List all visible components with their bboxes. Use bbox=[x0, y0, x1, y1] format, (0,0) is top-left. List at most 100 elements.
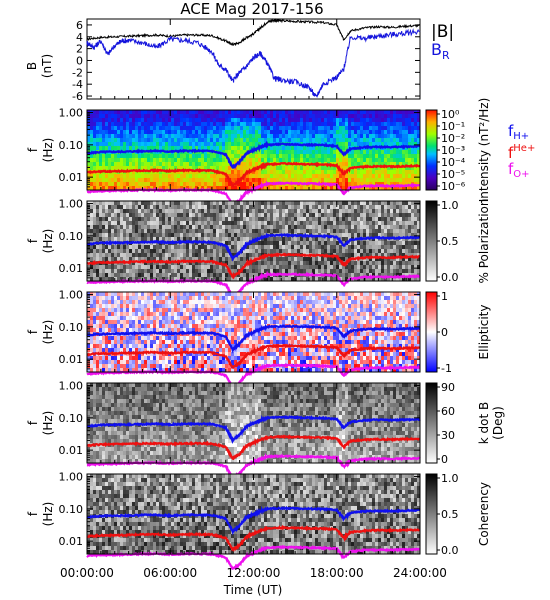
polarization-spectrogram-cells bbox=[87, 201, 421, 282]
colorbar-tick-label: 0 bbox=[441, 453, 448, 466]
legend-fh-main: f bbox=[508, 122, 514, 140]
b-ytick-label: -2 bbox=[72, 66, 83, 79]
k-dot-b-colorbar-unit: (Deg) bbox=[491, 406, 505, 440]
panel-coherency: 1.00 0.10 0.01 f (Hz) 1.0 0.5 0.0 Coherency bbox=[26, 471, 491, 571]
b-ytick-label: 0 bbox=[76, 54, 83, 67]
panel-k-dot-b: 1.00 0.10 0.01 f (Hz) 90 60 30 0 k dot B (Deg) bbox=[26, 380, 505, 480]
ytick-label: 0.01 bbox=[59, 535, 84, 548]
legend-fo: fO+ bbox=[508, 160, 530, 180]
ytick-label: 0.10 bbox=[59, 503, 84, 516]
legend-fo-main: f bbox=[508, 160, 514, 178]
line-f-he bbox=[86, 343, 421, 370]
polarization-colorbar-label: % Polarization bbox=[477, 199, 491, 284]
k-dot-b-yunit: (Hz) bbox=[41, 411, 55, 436]
colorbar-tick-label: 30 bbox=[441, 429, 455, 442]
ytick-label: 0.01 bbox=[59, 171, 84, 184]
ytick-label: 0.10 bbox=[59, 412, 84, 425]
time-axis-label: Time (UT) bbox=[223, 583, 283, 597]
polarization-ylabel: f bbox=[26, 238, 40, 243]
ytick-label: 0.01 bbox=[59, 353, 84, 366]
b-ytick-label: 4 bbox=[76, 31, 83, 44]
intensity-colorbar bbox=[425, 109, 438, 191]
line-f-he bbox=[86, 524, 421, 553]
colorbar-tick-label: 0.5 bbox=[441, 235, 459, 248]
coherency-ylabel: f bbox=[26, 511, 40, 516]
ellipticity-ylabel: f bbox=[26, 329, 40, 334]
legend-fhe: fHe+ bbox=[508, 143, 535, 162]
colorbar-tick-label: 90 bbox=[441, 381, 455, 394]
polarization-yunit: (Hz) bbox=[41, 229, 55, 254]
ellipticity-colorbar bbox=[425, 291, 438, 373]
panel-ellipticity: 1.00 0.10 0.01 f (Hz) 1 0 -1 Ellipticity bbox=[26, 289, 491, 389]
colorbar-tick-label: 0.0 bbox=[441, 271, 459, 284]
line-f-h bbox=[86, 232, 421, 262]
ellipticity-colorbar-label: Ellipticity bbox=[477, 305, 491, 360]
magnetic-field-lines bbox=[86, 18, 421, 98]
intensity-ylabel: f bbox=[26, 147, 40, 152]
line-f-h bbox=[86, 414, 421, 444]
ytick-label: 0.10 bbox=[59, 321, 84, 334]
xtick-label: 12:00:00 bbox=[227, 566, 281, 580]
ellipticity-yunit: (Hz) bbox=[41, 320, 55, 345]
b-ytick-label: -6 bbox=[72, 90, 83, 103]
ytick-label: 1.00 bbox=[59, 107, 84, 120]
legend-fhe-sub: He+ bbox=[513, 143, 535, 154]
legend-br-sub: R bbox=[442, 49, 450, 62]
colorbar-tick-label: 1.0 bbox=[441, 199, 459, 212]
k-dot-b-colorbar bbox=[425, 382, 438, 464]
ytick-label: 0.10 bbox=[59, 139, 84, 152]
line-f-h bbox=[86, 505, 421, 536]
ytick-label: 1.00 bbox=[59, 380, 84, 393]
colorbar-tick-label: 10⁻² bbox=[441, 132, 465, 145]
ytick-label: 0.10 bbox=[59, 230, 84, 243]
b-ytick-label: 6 bbox=[76, 19, 83, 32]
xtick-label: 18:00:00 bbox=[310, 566, 364, 580]
series-abs-b-line bbox=[86, 18, 421, 46]
k-dot-b-ylabel: f bbox=[26, 420, 40, 425]
k-dot-b-colorbar-label: k dot B bbox=[477, 402, 491, 444]
xtick-label: 00:00:00 bbox=[60, 566, 114, 580]
colorbar-tick-label: 1 bbox=[441, 290, 448, 303]
ytick-label: 1.00 bbox=[59, 198, 84, 211]
spectral-panels: 1.000.100.01f (Hz)10⁰10⁻¹10⁻²10⁻³10⁻⁴10⁻⁵… bbox=[26, 98, 505, 571]
intensity-yunit: (Hz) bbox=[41, 138, 55, 163]
coherency-colorbar bbox=[425, 473, 438, 555]
polarization-colorbar bbox=[425, 200, 438, 282]
ytick-label: 1.00 bbox=[59, 471, 84, 484]
panel-intensity: 1.00 0.10 0.01 f (Hz) 10⁰10⁻¹10⁻²10⁻³10⁻⁴10⁻⁵… bbox=[26, 98, 491, 208]
ytick-label: 1.00 bbox=[59, 289, 84, 302]
line-f-h bbox=[86, 323, 421, 354]
chart-title: ACE Mag 2017-156 bbox=[180, 0, 323, 18]
colorbar-tick-label: 10⁰ bbox=[441, 108, 460, 121]
magnetic-field-yunit: (nT) bbox=[40, 54, 54, 78]
time-axis-ticks: 00:00:00 06:00:00 12:00:00 18:00:00 24:00:00 bbox=[60, 19, 447, 580]
ytick-label: 0.01 bbox=[59, 262, 84, 275]
colorbar-tick-label: -1 bbox=[441, 362, 452, 375]
colorbar-tick-label: 10⁻⁴ bbox=[441, 156, 466, 169]
legend-fo-sub: O+ bbox=[513, 169, 529, 180]
legend-br: BR bbox=[431, 40, 450, 62]
line-f-h bbox=[86, 140, 421, 170]
legend-fh: fH+ bbox=[508, 122, 529, 142]
colorbar-tick-label: 1.0 bbox=[441, 472, 459, 485]
xtick-label: 24:00:00 bbox=[393, 566, 447, 580]
colorbar-tick-label: 0.5 bbox=[441, 508, 459, 521]
legend-br-main: B bbox=[431, 40, 442, 59]
legend-fhe-main: f bbox=[508, 144, 514, 162]
intensity-colorbar-label: Intensity (nT²/Hz) bbox=[477, 98, 491, 203]
colorbar-tick-label: 10⁻⁵ bbox=[441, 168, 465, 181]
colorbar-tick-label: 10⁻¹ bbox=[441, 120, 465, 133]
legend-fh-sub: H+ bbox=[513, 131, 529, 142]
b-ytick-label: 2 bbox=[76, 43, 83, 56]
b-ytick-label: -4 bbox=[72, 78, 83, 91]
k-dot-b-spectrogram-cells bbox=[87, 383, 421, 464]
xtick-label: 06:00:00 bbox=[143, 566, 197, 580]
colorbar-tick-label: 60 bbox=[441, 405, 455, 418]
line-f-he bbox=[86, 161, 421, 189]
panel-polarization: 1.00 0.10 0.01 f (Hz) 1.0 0.5 0.0 % Polarization bbox=[26, 198, 491, 299]
series-br-line bbox=[86, 28, 421, 98]
colorbar-tick-label: 0 bbox=[441, 326, 448, 339]
